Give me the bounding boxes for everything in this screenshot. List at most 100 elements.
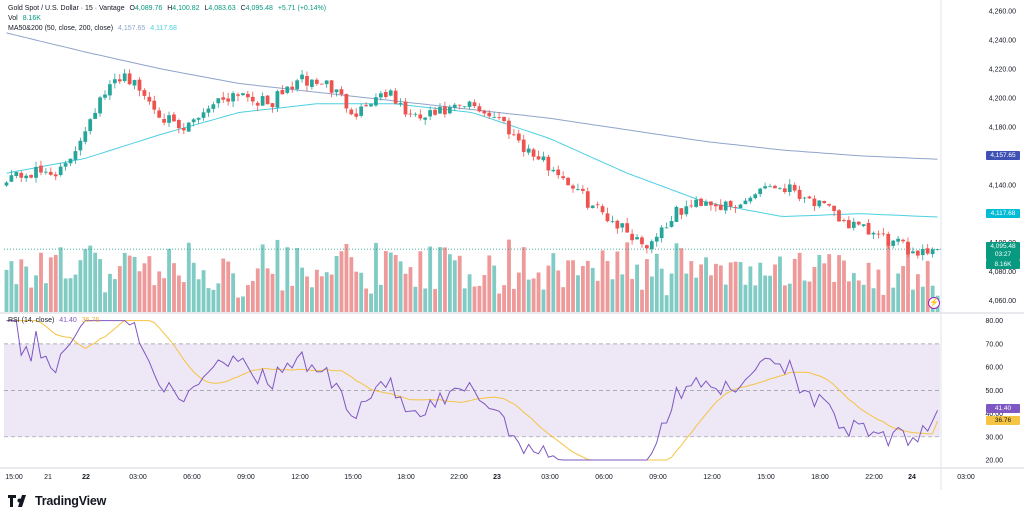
candle-body: [876, 233, 881, 235]
candle-body: [4, 182, 9, 186]
volume-bar: [270, 273, 275, 312]
candle-body: [891, 240, 896, 246]
price-tick-label: 4,220.00: [989, 67, 1016, 74]
tradingview-logo[interactable]: TradingView: [8, 491, 106, 511]
candle-body: [502, 116, 506, 122]
ma200-line: [6, 32, 938, 160]
candle-body: [132, 80, 137, 86]
candle-body: [275, 91, 280, 108]
candle-body: [610, 221, 615, 223]
volume-bar: [108, 273, 112, 312]
volume-bar: [334, 256, 339, 312]
candle-body: [664, 227, 669, 229]
volume-bar: [383, 251, 388, 312]
time-tick-label: 06:00: [183, 474, 201, 481]
candle-body: [221, 97, 226, 100]
volume-bar: [516, 272, 521, 312]
volume-bar: [34, 275, 38, 312]
rsi-label: RSI (14, close): [8, 317, 55, 324]
volume-bar: [196, 279, 201, 312]
candle-body: [88, 119, 93, 132]
candle-body: [83, 131, 88, 142]
candle-body: [935, 249, 940, 250]
ma50-value: 4,117.68: [150, 25, 177, 32]
volume-bar: [44, 283, 48, 312]
volume-bar: [364, 288, 369, 312]
volume-bar: [600, 250, 605, 312]
candle-body: [393, 90, 398, 104]
candle-body: [93, 112, 98, 119]
candle-body: [260, 96, 265, 106]
candle-body: [48, 171, 53, 175]
candle-body: [378, 93, 383, 98]
candle-body: [733, 207, 738, 209]
candle-body: [285, 86, 290, 93]
axes: 4,060.004,080.004,100.004,120.004,140.00…: [5, 9, 1016, 481]
candle-body: [447, 106, 452, 114]
candle-body: [127, 73, 132, 85]
volume-bar: [191, 262, 196, 312]
candle-body: [920, 248, 925, 256]
ma200-price-tag: 4,157.65: [986, 151, 1020, 160]
volume-bar: [925, 261, 930, 312]
volume-bar: [778, 256, 782, 312]
volume-bar: [236, 297, 240, 312]
volume-bar: [718, 265, 723, 312]
rsi-tick-label: 70.00: [985, 341, 1003, 348]
candle-body: [595, 204, 600, 206]
candle-body: [39, 165, 43, 173]
volume-bar: [585, 260, 590, 312]
candle-body: [512, 134, 516, 136]
ohlc-c: C4,095.48: [240, 5, 273, 12]
volume-bar: [630, 278, 635, 312]
volume-bar: [679, 248, 684, 312]
candle-body: [822, 200, 827, 204]
volume-bar: [413, 286, 418, 312]
candle-body: [206, 108, 211, 113]
candle-body: [704, 201, 708, 206]
volume-bar: [379, 284, 383, 312]
vol-value: 8.16K: [22, 15, 41, 22]
volume-bar: [93, 252, 98, 312]
candle-body: [201, 112, 206, 118]
candle-body: [566, 177, 570, 186]
candle-body: [709, 201, 713, 206]
volume-bar: [625, 242, 630, 312]
volume-bar: [738, 262, 743, 312]
candle-body: [576, 188, 580, 190]
price-tick-label: 4,060.00: [989, 298, 1016, 305]
candles[interactable]: [4, 69, 940, 261]
candle-body: [482, 110, 487, 114]
candle-body: [763, 186, 767, 189]
candle-body: [674, 206, 679, 222]
candle-body: [856, 221, 861, 225]
volume-bar: [24, 266, 29, 312]
lightning-icon[interactable]: ⚡: [928, 297, 940, 309]
volume-bar: [891, 287, 896, 312]
price-legend: Gold Spot / U.S. Dollar · 15 · Vantage O…: [8, 4, 329, 14]
volume-bar: [452, 260, 457, 312]
time-tick-label: 09:00: [237, 474, 255, 481]
volume-bar: [684, 273, 689, 312]
volume-bar: [162, 278, 167, 312]
candle-body: [807, 196, 812, 199]
candle-body: [290, 86, 295, 90]
candle-body: [211, 104, 216, 109]
rsi-tick-label: 80.00: [985, 318, 1003, 325]
candle-body: [462, 106, 467, 108]
volume-bar: [68, 278, 73, 312]
volume-bar: [324, 272, 329, 312]
change-value: +5.71 (+0.14%): [277, 5, 327, 12]
candle-body: [14, 172, 19, 176]
candle-body: [718, 204, 723, 210]
candle-body: [216, 98, 221, 104]
volume-bar: [354, 271, 359, 312]
candle-body: [906, 241, 910, 255]
volume-bar: [88, 245, 93, 312]
candle-body: [428, 110, 432, 117]
candle-body: [699, 198, 703, 206]
rsi-pane[interactable]: [4, 320, 940, 461]
volume-bar: [856, 280, 861, 312]
